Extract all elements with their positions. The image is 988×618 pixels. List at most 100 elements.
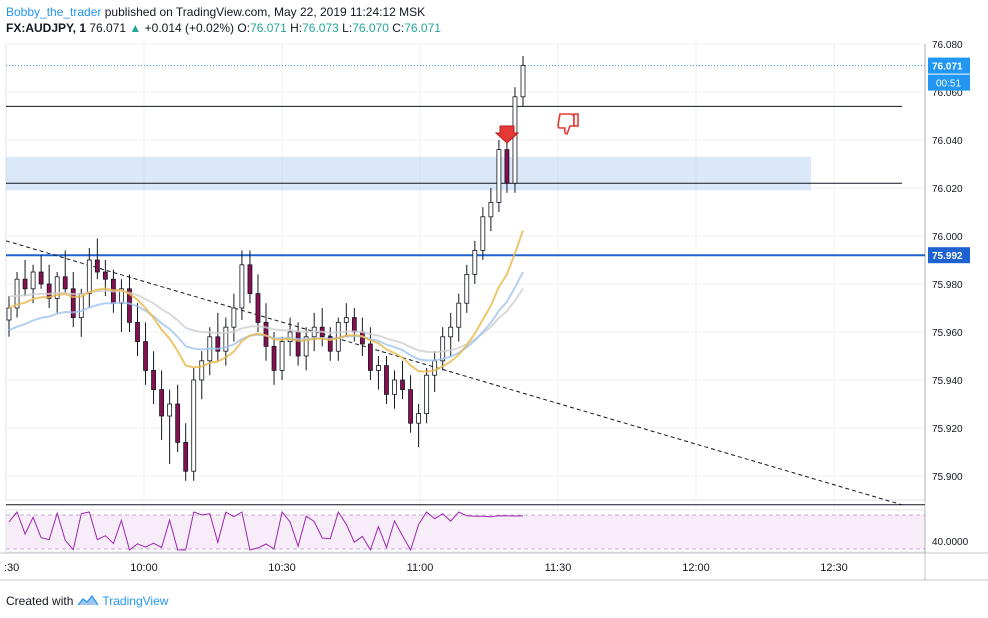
candle-body [22, 278, 28, 290]
candle-body [400, 379, 405, 390]
published-info: published on TradingView.com, May 22, 20… [104, 5, 426, 19]
open-value: 76.071 [250, 21, 287, 35]
last-price-label: 76.071 [932, 62, 963, 73]
candle-body [432, 360, 438, 376]
open-label: O: [237, 21, 251, 35]
candle-body [102, 271, 108, 280]
thumbs-down-icon [557, 113, 579, 135]
candle-body [86, 259, 92, 294]
change-up-icon: ▲ [129, 21, 142, 35]
time-tick-label: 11:00 [407, 562, 434, 574]
candle-body [191, 379, 197, 472]
candle-body [327, 336, 333, 352]
candle-body [159, 389, 164, 417]
tradingview-logo-icon [77, 595, 99, 606]
trend-line [5, 240, 903, 506]
candle-body [223, 326, 229, 352]
thumbs-down-shape [557, 113, 575, 135]
candle-body [127, 288, 132, 323]
chart-header: Bobby_the_trader published on TradingVie… [6, 4, 906, 36]
candle-body [488, 201, 494, 218]
candle-body [480, 216, 486, 251]
candle-body [392, 379, 397, 395]
low-value: 76.070 [352, 21, 389, 35]
candle-body [408, 389, 413, 424]
price-tick-label: 76.040 [932, 136, 963, 147]
candle-body [295, 331, 301, 357]
level-badge [928, 247, 970, 264]
candle-body [38, 271, 44, 285]
candle-body [151, 369, 156, 390]
candle-body [416, 413, 421, 424]
candle-body [456, 302, 462, 328]
created-with-text: Created with [6, 594, 74, 608]
price-tick-label: 76.060 [932, 88, 963, 99]
footer: Created with TradingView [6, 593, 168, 609]
symbol-label: FX:AUDJPY, 1 [6, 21, 87, 35]
time-tick-label: :30 [4, 562, 19, 574]
time-tick-label: 10:30 [268, 562, 296, 574]
countdown-badge [928, 74, 970, 91]
time-tick-label: 11:30 [545, 562, 572, 574]
candle-body [520, 65, 526, 98]
candle-body [440, 336, 446, 362]
candle-body [199, 360, 205, 381]
last-price: 76.071 [89, 21, 127, 35]
tradingview-link[interactable]: TradingView [102, 594, 169, 608]
high-value: 76.073 [302, 21, 339, 35]
candle-body [376, 365, 381, 371]
candle-body [448, 326, 454, 338]
price-tick-label: 75.980 [932, 280, 963, 291]
price-tick-label: 75.940 [932, 376, 963, 387]
candle-body [239, 264, 245, 309]
author-name[interactable]: Bobby_the_trader [6, 5, 102, 19]
candle-body [30, 271, 36, 290]
time-tick-label: 12:30 [820, 562, 848, 574]
last-price-badge [928, 57, 970, 74]
candle-body [368, 343, 373, 371]
candle-body [351, 317, 357, 333]
candle-body [271, 345, 277, 371]
candle-body [46, 283, 52, 299]
chart-area[interactable]: 75.900 75.920 75.940 75.960 75.980 76.000 76.0… [0, 0, 988, 590]
ema-slow-line [8, 288, 524, 354]
price-tick-label: 76.000 [932, 232, 963, 243]
candle-body [287, 331, 293, 342]
price-pane [5, 43, 926, 501]
time-tick-label: 10:00 [130, 562, 158, 574]
candle-body [135, 321, 140, 342]
candle-body [343, 317, 349, 323]
rsi-line [8, 510, 524, 552]
candle-body [6, 307, 12, 321]
candle-body [215, 336, 221, 352]
candle-body [472, 249, 478, 275]
rsi-tick-label: 40.0000 [932, 537, 969, 548]
candle-body [464, 273, 470, 304]
candle-body [62, 276, 68, 290]
price-tick-label: 76.020 [932, 184, 963, 195]
candle-body [255, 293, 261, 323]
candle-body [496, 149, 502, 203]
candle-body [54, 276, 60, 299]
price-tick-label: 75.920 [932, 424, 963, 435]
close-value: 76.071 [404, 21, 441, 35]
candle-body [504, 149, 510, 184]
price-tick-label: 75.960 [932, 328, 963, 339]
candle-body [512, 96, 518, 184]
down-arrow-icon [494, 125, 520, 144]
candle-body [94, 259, 100, 273]
close-label: C: [392, 21, 405, 35]
candle-body [14, 278, 20, 309]
level-label: 75.992 [932, 251, 963, 262]
candle-body [247, 264, 253, 294]
time-tick-label: 12:00 [682, 562, 710, 574]
candle-body [303, 336, 309, 357]
price-tick-label: 75.900 [932, 472, 963, 483]
candle-body [167, 403, 173, 417]
high-label: H: [290, 21, 303, 35]
price-chart[interactable]: 75.900 75.920 75.940 75.960 75.980 76.000 76.0… [0, 0, 988, 590]
price-change: +0.014 (+0.02%) [144, 21, 235, 35]
rsi-band [6, 515, 925, 549]
countdown-label: 00:51 [936, 79, 961, 90]
ema-fast-line [8, 230, 524, 373]
